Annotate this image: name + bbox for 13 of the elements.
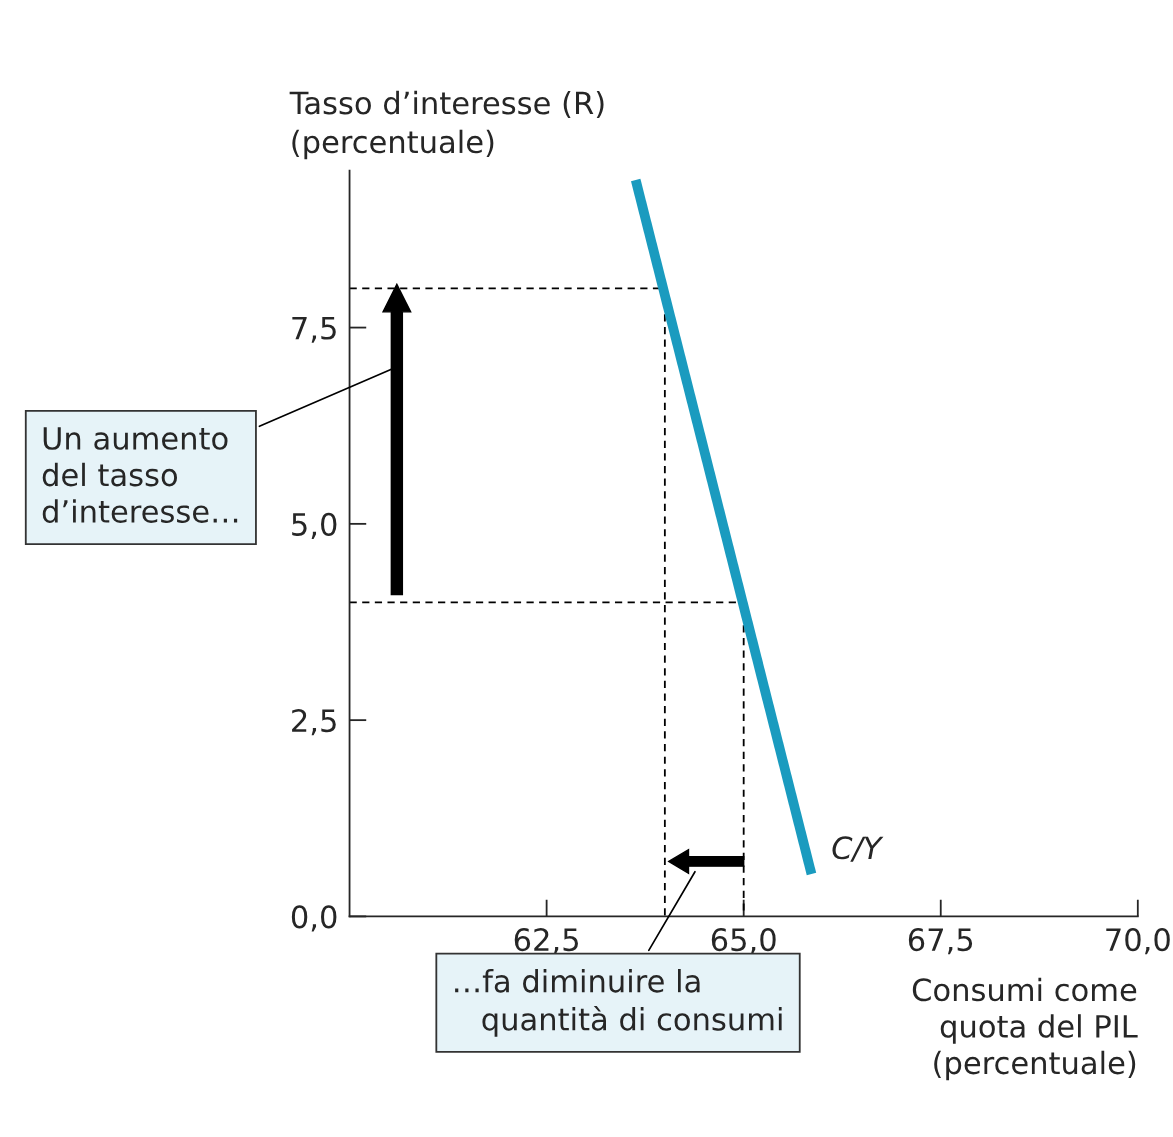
y-tick-label: 7,5 [292, 316, 336, 343]
x-tick-label: 65,0 [711, 928, 776, 955]
series-label: C/Y [832, 836, 884, 862]
y-tick-label: 5,0 [292, 512, 337, 540]
x-axis-title: Consumi come quota del PIL (percentuale) [912, 977, 1138, 1081]
y-tick-label: 2,5 [292, 709, 336, 736]
x-tick-label: 62,5 [514, 928, 578, 955]
x-tick-label: 70,0 [1106, 928, 1170, 955]
y-axis-title: Tasso d’interesse (R) (percentuale) [289, 90, 604, 160]
x-tick-label: 67,5 [908, 928, 973, 955]
text: Un aumento del tasso d’interesse… [42, 427, 238, 523]
text: …fa diminuire la quantità di consumi [455, 968, 782, 1037]
y-tick-label: 0,0 [291, 905, 337, 932]
